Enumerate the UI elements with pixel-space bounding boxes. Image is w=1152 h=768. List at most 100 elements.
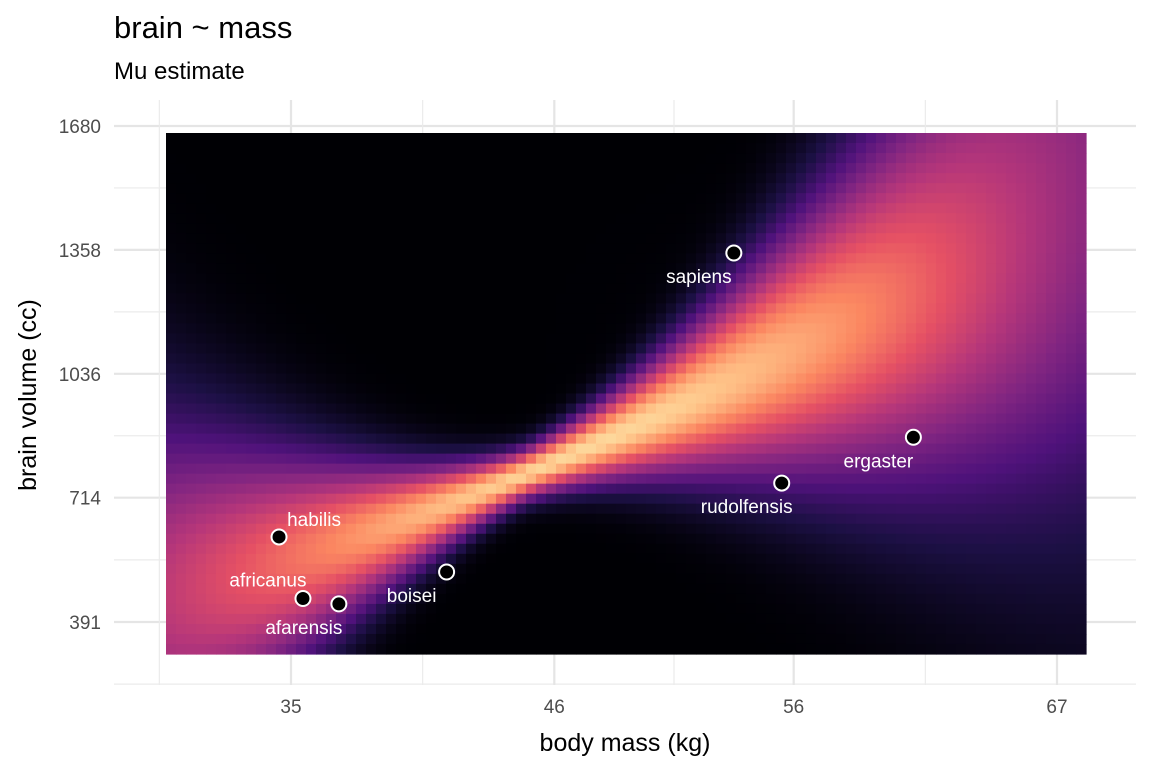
heat-cell <box>906 383 917 395</box>
heat-cell <box>496 313 507 324</box>
heat-cell <box>1056 183 1067 194</box>
heat-cell <box>976 543 987 555</box>
heat-cell <box>386 543 397 555</box>
heat-cell <box>286 363 297 375</box>
heat-cell <box>666 523 677 535</box>
heat-cell <box>196 283 207 294</box>
heat-cell <box>976 503 987 515</box>
heat-cell <box>966 273 977 284</box>
heat-cell <box>426 213 437 224</box>
heat-cell <box>656 163 667 174</box>
heat-cell <box>476 353 487 365</box>
heat-cell <box>766 523 777 535</box>
heat-cell <box>796 253 807 264</box>
heat-cell <box>556 393 567 405</box>
heat-cell <box>866 333 877 344</box>
heat-cell <box>716 343 727 355</box>
heat-cell <box>276 273 287 284</box>
heat-cell <box>626 473 637 485</box>
heat-cell <box>1006 213 1017 224</box>
heat-cell <box>386 573 397 585</box>
heat-cell <box>416 133 427 144</box>
heat-cell <box>1076 423 1087 435</box>
heat-cell <box>806 403 817 415</box>
heat-cell <box>306 453 317 465</box>
heat-cell <box>636 183 647 194</box>
heat-cell <box>236 523 247 535</box>
heat-cell <box>636 283 647 294</box>
heat-cell <box>456 373 467 385</box>
heat-cell <box>566 533 577 545</box>
heat-cell <box>916 333 927 344</box>
heat-cell <box>906 633 917 645</box>
heat-cell <box>476 283 487 294</box>
heat-cell <box>496 323 507 334</box>
heat-cell <box>716 383 727 395</box>
heat-cell <box>906 133 917 144</box>
heat-cell <box>666 443 677 455</box>
heat-cell <box>856 293 867 304</box>
heat-cell <box>296 533 307 545</box>
heat-cell <box>616 453 627 465</box>
heat-cell <box>996 333 1007 344</box>
heat-cell <box>1006 323 1017 334</box>
heat-cell <box>416 283 427 294</box>
heat-cell <box>926 303 937 314</box>
heat-cell <box>796 443 807 455</box>
heat-cell <box>946 143 957 154</box>
heat-cell <box>296 363 307 375</box>
heat-cell <box>286 553 297 565</box>
heat-cell <box>826 593 837 605</box>
chart-subtitle: Mu estimate <box>114 58 245 85</box>
heat-cell <box>276 413 287 425</box>
heat-cell <box>966 133 977 144</box>
heat-cell <box>636 303 647 314</box>
heat-cell <box>376 573 387 585</box>
heat-cell <box>1026 293 1037 304</box>
heat-cell <box>546 213 557 224</box>
heat-cell <box>676 153 687 164</box>
heat-cell <box>906 323 917 334</box>
heat-cell <box>1016 243 1027 254</box>
heat-cell <box>296 493 307 505</box>
heat-cell <box>916 133 927 144</box>
heat-cell <box>786 443 797 455</box>
heat-cell <box>706 473 717 485</box>
heat-cell <box>486 353 497 365</box>
heat-cell <box>906 543 917 555</box>
heat-cell <box>596 643 607 655</box>
heat-cell <box>436 453 447 465</box>
heat-cell <box>916 483 927 495</box>
heat-cell <box>896 523 907 535</box>
heat-cell <box>916 323 927 334</box>
heat-cell <box>736 443 747 455</box>
heat-cell <box>356 173 367 184</box>
heat-cell <box>1046 153 1057 164</box>
heat-cell <box>606 223 617 234</box>
heat-cell <box>916 533 927 545</box>
heat-cell <box>286 643 297 655</box>
heat-cell <box>896 183 907 194</box>
heat-cell <box>426 133 437 144</box>
heat-cell <box>1006 333 1017 344</box>
heat-cell <box>1016 563 1027 575</box>
heat-cell <box>566 233 577 244</box>
heat-cell <box>1076 573 1087 585</box>
heat-cell <box>766 243 777 254</box>
heat-cell <box>756 533 767 545</box>
heat-cell <box>476 433 487 445</box>
heat-cell <box>1056 163 1067 174</box>
heat-cell <box>536 133 547 144</box>
heat-cell <box>626 513 637 525</box>
heat-cell <box>396 303 407 314</box>
heat-cell <box>786 503 797 515</box>
heat-cell <box>686 273 697 284</box>
heat-cell <box>736 183 747 194</box>
heat-cell <box>1026 173 1037 184</box>
heat-cell <box>946 323 957 334</box>
heat-cell <box>586 543 597 555</box>
heat-cell <box>526 173 537 184</box>
heat-cell <box>536 153 547 164</box>
heat-cell <box>296 133 307 144</box>
heat-cell <box>666 603 677 615</box>
